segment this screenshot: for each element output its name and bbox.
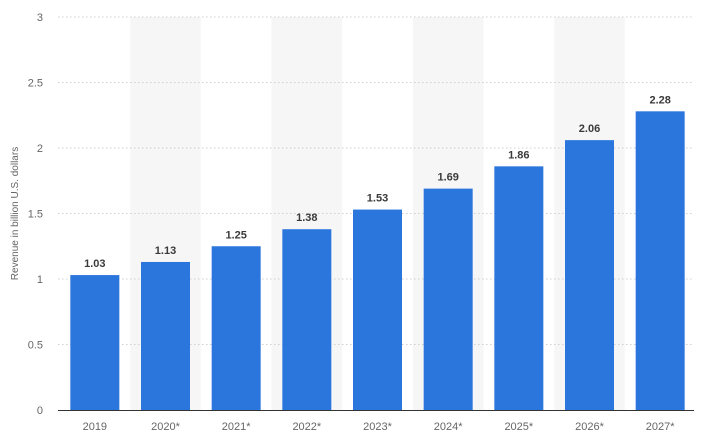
x-tick-label: 2020*	[151, 421, 180, 433]
bar-value-label: 2.28	[649, 94, 670, 106]
x-tick-label: 2027*	[646, 421, 675, 433]
bar	[423, 188, 473, 410]
bar-value-label: 1.38	[296, 212, 317, 224]
y-axis-tick-labels: 0 0.5 1 1.5 2 2.5 3	[28, 12, 43, 417]
bar	[353, 209, 402, 410]
x-tick-label: 2026*	[575, 421, 604, 433]
bar	[635, 111, 685, 410]
bar	[494, 166, 544, 410]
bar-value-label: 1.53	[367, 193, 388, 205]
value-labels: 1.03 1.13 1.25 1.38 1.53 1.69 1.86 2.06 2.28	[84, 94, 671, 270]
bar-value-label: 1.86	[508, 149, 529, 161]
bars	[70, 111, 685, 410]
y-tick-label: 1.5	[28, 209, 43, 221]
y-tick-label: 0.5	[28, 340, 43, 352]
x-tick-label: 2025*	[504, 421, 533, 433]
x-axis-tick-labels: 2019 2020* 2021* 2022* 2023* 2024* 2025* 2026* 2…	[83, 421, 676, 433]
bar	[565, 140, 614, 410]
bar	[70, 275, 120, 410]
bar	[141, 261, 190, 410]
bar	[282, 229, 332, 410]
bar-value-label: 1.69	[437, 172, 458, 184]
y-tick-label: 0	[37, 405, 43, 417]
y-tick-label: 1	[37, 274, 43, 286]
y-tick-label: 2	[37, 143, 43, 155]
bar-value-label: 1.03	[84, 258, 105, 270]
bar-value-label: 2.06	[579, 123, 600, 135]
x-tick-label: 2024*	[434, 421, 463, 433]
bar-value-label: 1.13	[155, 245, 176, 257]
bar	[211, 246, 261, 410]
y-axis-title: Revenue in billion U.S. dollars	[10, 147, 21, 280]
x-tick-label: 2019	[83, 421, 107, 433]
x-tick-label: 2022*	[292, 421, 321, 433]
bar-value-label: 1.25	[225, 229, 246, 241]
x-tick-label: 2023*	[363, 421, 392, 433]
x-tick-label: 2021*	[222, 421, 251, 433]
y-tick-label: 2.5	[28, 78, 43, 90]
y-tick-label: 3	[37, 12, 43, 24]
